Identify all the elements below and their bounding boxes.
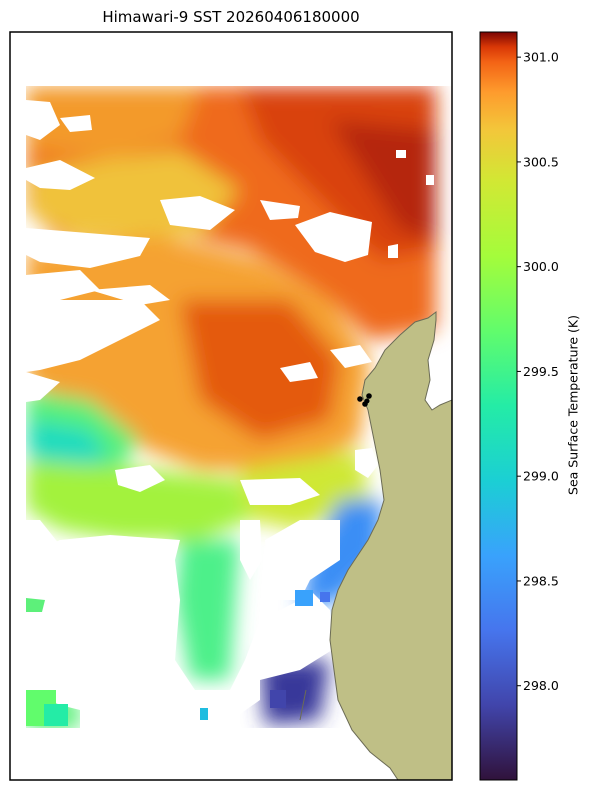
colorbar-tick-label: 299.5 [523,364,559,379]
colorbar-tick-label: 300.0 [523,259,559,274]
land-mass [329,311,452,780]
colorbar-frame [479,31,518,781]
station-marker [364,398,370,404]
sparse-data-patches [26,590,330,726]
colorbar-tick-label: 298.0 [523,678,559,693]
colorbar-tick-label: 299.0 [523,469,559,484]
colorbar [480,32,517,780]
colorbar-ticks: 298.0 298.5 299.0 299.5 300.0 300.5 301.0 [517,50,559,693]
station-markers [357,393,372,407]
colorbar-label: Sea Surface Temperature (K) [565,315,581,495]
land-islet [299,689,307,721]
station-marker [366,393,372,399]
no-data-mask [10,32,452,780]
colorbar-tick-label: 300.5 [523,154,559,169]
colorbar-tick-label: 298.5 [523,573,559,588]
station-marker [357,396,363,402]
colorbar-tick-label: 301.0 [523,50,559,65]
sst-field [10,32,452,780]
map-title: Himawari-9 SST 20260406180000 [102,8,360,26]
map-frame [9,31,453,781]
